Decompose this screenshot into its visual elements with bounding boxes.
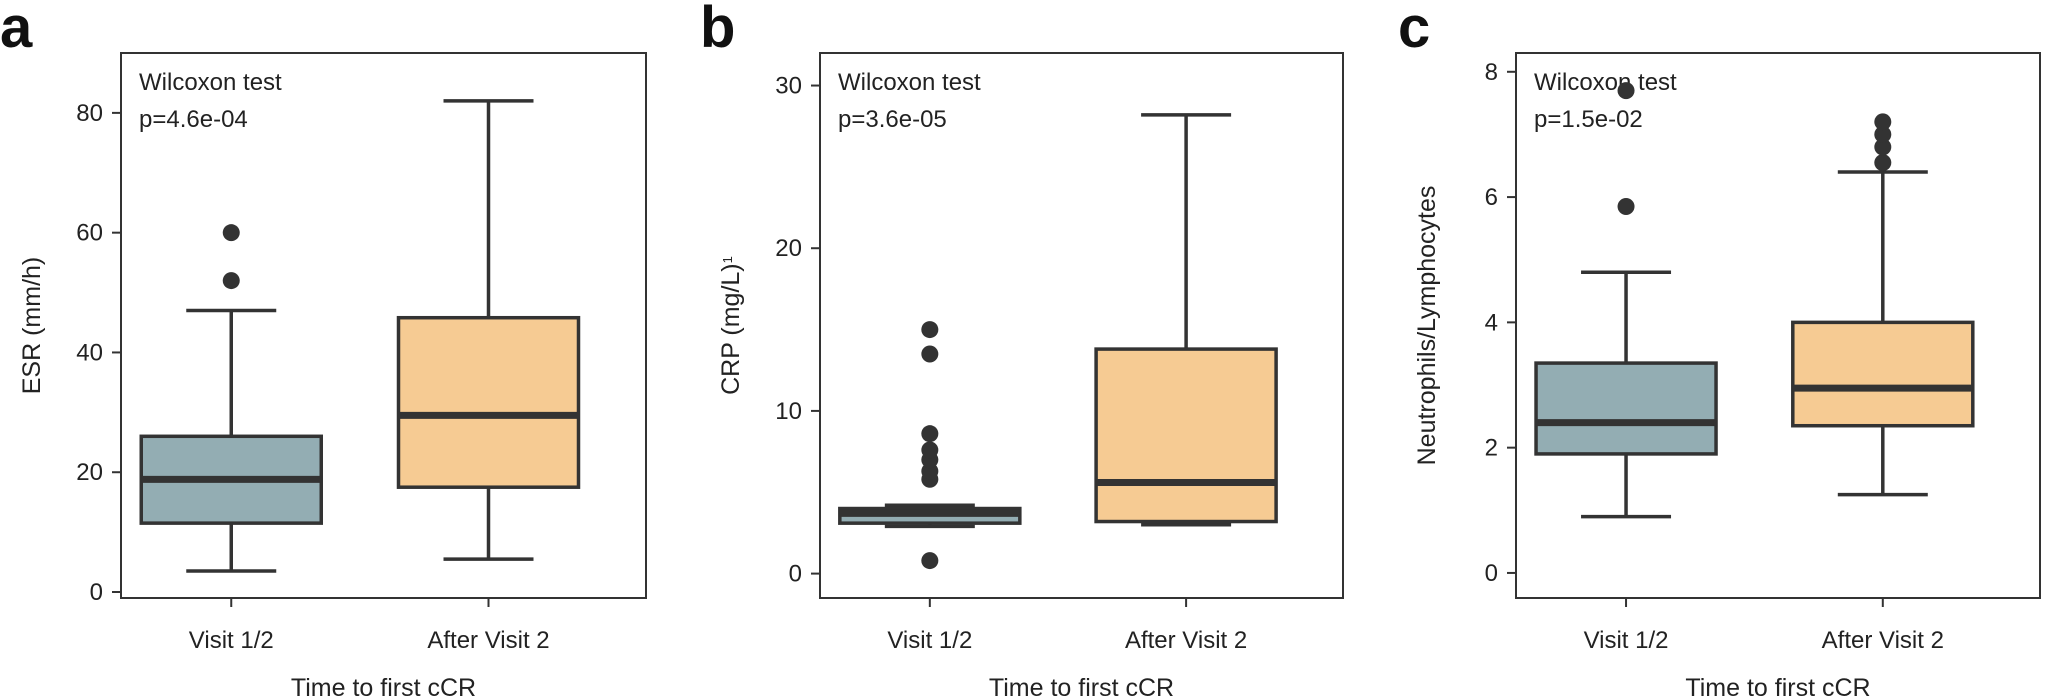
y-tick-label: 8 <box>1485 59 1498 86</box>
y-tick-label: 10 <box>775 398 802 425</box>
outlier-point <box>1874 113 1892 131</box>
test-name-annotation: Wilcoxon test <box>139 69 282 96</box>
y-tick-label: 2 <box>1485 435 1498 462</box>
outlier-point <box>1874 138 1892 156</box>
y-tick-label: 20 <box>775 235 802 262</box>
outlier-point <box>921 345 939 363</box>
outlier-point <box>921 552 939 570</box>
outlier-point <box>1617 82 1635 100</box>
iqr-box <box>1534 361 1718 456</box>
y-tick-label: 0 <box>90 579 103 606</box>
outlier-point <box>222 272 240 290</box>
y-tick-label: 0 <box>1485 560 1498 587</box>
plot-frame <box>120 52 647 599</box>
x-axis-label: Time to first cCR <box>1685 674 1870 699</box>
panel-label-b: b <box>700 0 735 60</box>
panel-label-c: c <box>1398 0 1430 60</box>
y-tick-label: 4 <box>1485 309 1498 336</box>
y-tick-label: 30 <box>775 73 802 100</box>
x-axis-label: Time to first cCR <box>989 674 1174 699</box>
y-tick-label: 0 <box>789 561 802 588</box>
x-axis-label: Time to first cCR <box>291 674 476 699</box>
x-tick-label: After Visit 2 <box>427 627 549 654</box>
outlier-point <box>921 441 939 459</box>
outlier-point <box>1617 197 1635 215</box>
p-value-annotation: p=4.6e-04 <box>139 106 248 133</box>
plot-frame <box>819 52 1344 599</box>
outlier-point <box>921 321 939 339</box>
outlier-point <box>921 425 939 443</box>
iqr-box <box>396 315 581 489</box>
x-tick-label: Visit 1/2 <box>1584 627 1669 654</box>
test-name-annotation: Wilcoxon test <box>1534 69 1677 96</box>
iqr-box <box>1094 347 1278 524</box>
iqr-box <box>1791 320 1975 428</box>
y-tick-label: 80 <box>76 100 103 127</box>
x-tick-label: Visit 1/2 <box>189 627 274 654</box>
plot-frame <box>1515 52 2041 599</box>
y-axis-label: ESR (mm/h) <box>18 257 46 395</box>
p-value-annotation: p=1.5e-02 <box>1534 106 1643 133</box>
y-axis-label-superscript: 1 <box>720 256 735 263</box>
outlier-point <box>1874 125 1892 143</box>
outlier-point <box>1874 154 1892 172</box>
x-tick-label: After Visit 2 <box>1125 627 1247 654</box>
test-name-annotation: Wilcoxon test <box>838 69 981 96</box>
y-axis-label: Neutrophils/Lymphocytes <box>1413 186 1441 466</box>
y-tick-label: 60 <box>76 220 103 247</box>
p-value-annotation: p=3.6e-05 <box>838 106 947 133</box>
x-tick-label: Visit 1/2 <box>887 627 972 654</box>
y-tick-label: 20 <box>76 459 103 486</box>
outlier-point <box>222 224 240 242</box>
panel-label-a: a <box>0 0 33 60</box>
x-tick-label: After Visit 2 <box>1822 627 1944 654</box>
y-tick-label: 40 <box>76 339 103 366</box>
y-axis-label: CRP (mg/L)1 <box>717 256 745 395</box>
y-tick-label: 6 <box>1485 184 1498 211</box>
